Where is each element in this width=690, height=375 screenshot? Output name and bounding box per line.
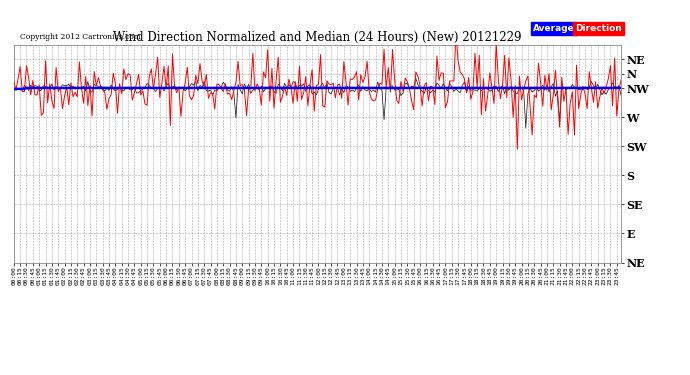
Text: Direction: Direction xyxy=(575,24,622,33)
Text: Copyright 2012 Cartronics.com: Copyright 2012 Cartronics.com xyxy=(20,33,141,40)
Title: Wind Direction Normalized and Median (24 Hours) (New) 20121229: Wind Direction Normalized and Median (24… xyxy=(113,31,522,44)
Text: Average: Average xyxy=(533,24,575,33)
